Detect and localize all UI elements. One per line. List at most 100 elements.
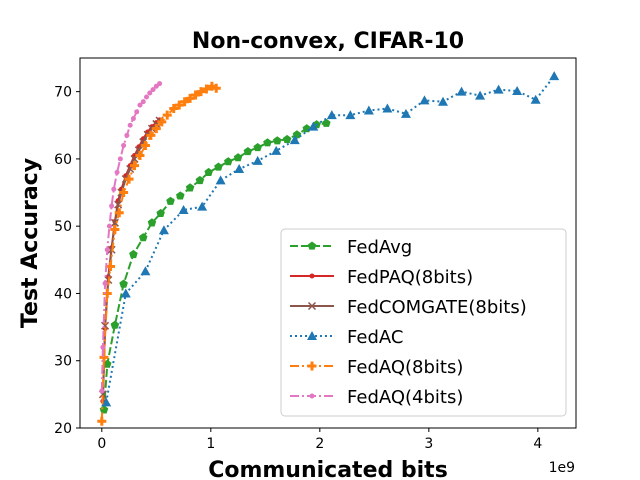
data-point bbox=[180, 97, 190, 107]
data-point bbox=[185, 183, 195, 192]
data-point bbox=[185, 93, 195, 103]
data-point bbox=[114, 169, 120, 175]
data-point bbox=[130, 116, 136, 122]
data-point bbox=[158, 225, 169, 235]
data-point bbox=[252, 155, 263, 165]
data-point bbox=[129, 249, 138, 259]
data-point bbox=[97, 416, 107, 426]
data-point bbox=[271, 145, 282, 155]
data-point bbox=[162, 110, 172, 120]
data-point bbox=[130, 161, 140, 171]
data-point bbox=[195, 175, 205, 185]
data-point bbox=[119, 188, 129, 198]
data-point bbox=[101, 321, 110, 330]
data-point bbox=[150, 87, 156, 93]
data-point bbox=[109, 203, 115, 209]
legend-label: FedAvg bbox=[347, 237, 412, 258]
legend-entry: FedCOMGATE(8bits) bbox=[290, 297, 527, 318]
data-point bbox=[214, 162, 223, 171]
y-tick-label: 40 bbox=[54, 286, 72, 302]
legend-label: FedAQ(8bits) bbox=[347, 357, 463, 378]
y-axis-label: Test Accuracy bbox=[18, 158, 43, 328]
data-point bbox=[140, 266, 151, 276]
data-point bbox=[191, 90, 201, 100]
data-point bbox=[102, 280, 108, 286]
legend-marker bbox=[309, 393, 315, 399]
data-point bbox=[263, 138, 272, 147]
legend-label: FedPAQ(8bits) bbox=[347, 267, 473, 288]
y-tick-label: 60 bbox=[54, 152, 72, 168]
data-point bbox=[363, 105, 374, 115]
series-line bbox=[100, 85, 217, 422]
series-fedaq-4bits- bbox=[99, 81, 163, 394]
data-point bbox=[493, 84, 504, 94]
data-point bbox=[99, 352, 109, 362]
data-point bbox=[110, 218, 119, 227]
axis-ticks: 0 1 2 3 4 20 30 40 50 60 70 bbox=[54, 85, 542, 452]
x-tick-label: 0 bbox=[97, 436, 106, 452]
data-point bbox=[204, 167, 213, 176]
data-point bbox=[119, 279, 128, 288]
data-point bbox=[114, 200, 123, 209]
data-point bbox=[127, 122, 133, 128]
legend-label: FedAC bbox=[347, 327, 403, 348]
data-point bbox=[151, 124, 161, 134]
x-tick-label: 1 bbox=[206, 436, 215, 452]
legend-marker bbox=[307, 301, 317, 311]
data-point bbox=[234, 164, 245, 173]
data-point bbox=[169, 103, 179, 113]
axes-frame bbox=[79, 57, 577, 429]
data-point bbox=[253, 143, 262, 152]
data-point bbox=[282, 134, 292, 143]
legend-marker bbox=[307, 361, 317, 371]
data-point bbox=[110, 320, 120, 329]
data-point bbox=[135, 151, 145, 161]
y-tick-label: 20 bbox=[54, 421, 72, 437]
legend-marker bbox=[309, 273, 315, 279]
legend-marker bbox=[307, 331, 317, 340]
series-fedavg bbox=[99, 118, 331, 414]
data-point bbox=[400, 108, 411, 118]
legend-marker bbox=[307, 241, 317, 250]
data-point bbox=[419, 95, 430, 105]
data-point bbox=[100, 344, 106, 350]
data-point bbox=[289, 135, 300, 145]
legend-entry: FedAC bbox=[290, 327, 403, 348]
data-point bbox=[549, 71, 560, 81]
legend-label: FedCOMGATE(8bits) bbox=[347, 297, 527, 318]
data-point bbox=[106, 262, 116, 272]
data-point bbox=[99, 388, 105, 394]
data-point bbox=[178, 205, 189, 215]
data-point bbox=[110, 225, 120, 235]
data-point bbox=[99, 405, 109, 414]
data-point bbox=[211, 83, 221, 93]
data-point bbox=[134, 109, 140, 115]
y-tick-label: 70 bbox=[54, 85, 72, 101]
data-point bbox=[345, 110, 356, 120]
data-point bbox=[438, 96, 449, 106]
legend-entry: FedAQ(4bits) bbox=[290, 387, 463, 408]
series-fedaq-8bits- bbox=[97, 81, 221, 426]
data-point bbox=[215, 175, 226, 185]
legend-label: FedAQ(4bits) bbox=[347, 387, 463, 408]
data-point bbox=[143, 94, 149, 100]
data-point bbox=[104, 247, 110, 253]
data-point bbox=[512, 85, 523, 95]
y-tick-label: 30 bbox=[54, 354, 72, 370]
data-point bbox=[124, 174, 134, 184]
legend-box bbox=[280, 228, 567, 417]
x-tick-label: 2 bbox=[315, 436, 324, 452]
x-axis-label: Communicated bits bbox=[208, 458, 448, 480]
legend-entry: FedAQ(8bits) bbox=[290, 357, 463, 378]
data-point bbox=[197, 201, 208, 211]
data-point bbox=[117, 156, 123, 162]
data-point bbox=[137, 102, 143, 108]
x-tick-label: 4 bbox=[533, 436, 542, 452]
data-point bbox=[322, 118, 331, 127]
data-point bbox=[140, 99, 146, 105]
data-point bbox=[174, 100, 184, 110]
data-point bbox=[101, 397, 112, 407]
data-point bbox=[157, 81, 163, 87]
data-point bbox=[233, 153, 243, 162]
